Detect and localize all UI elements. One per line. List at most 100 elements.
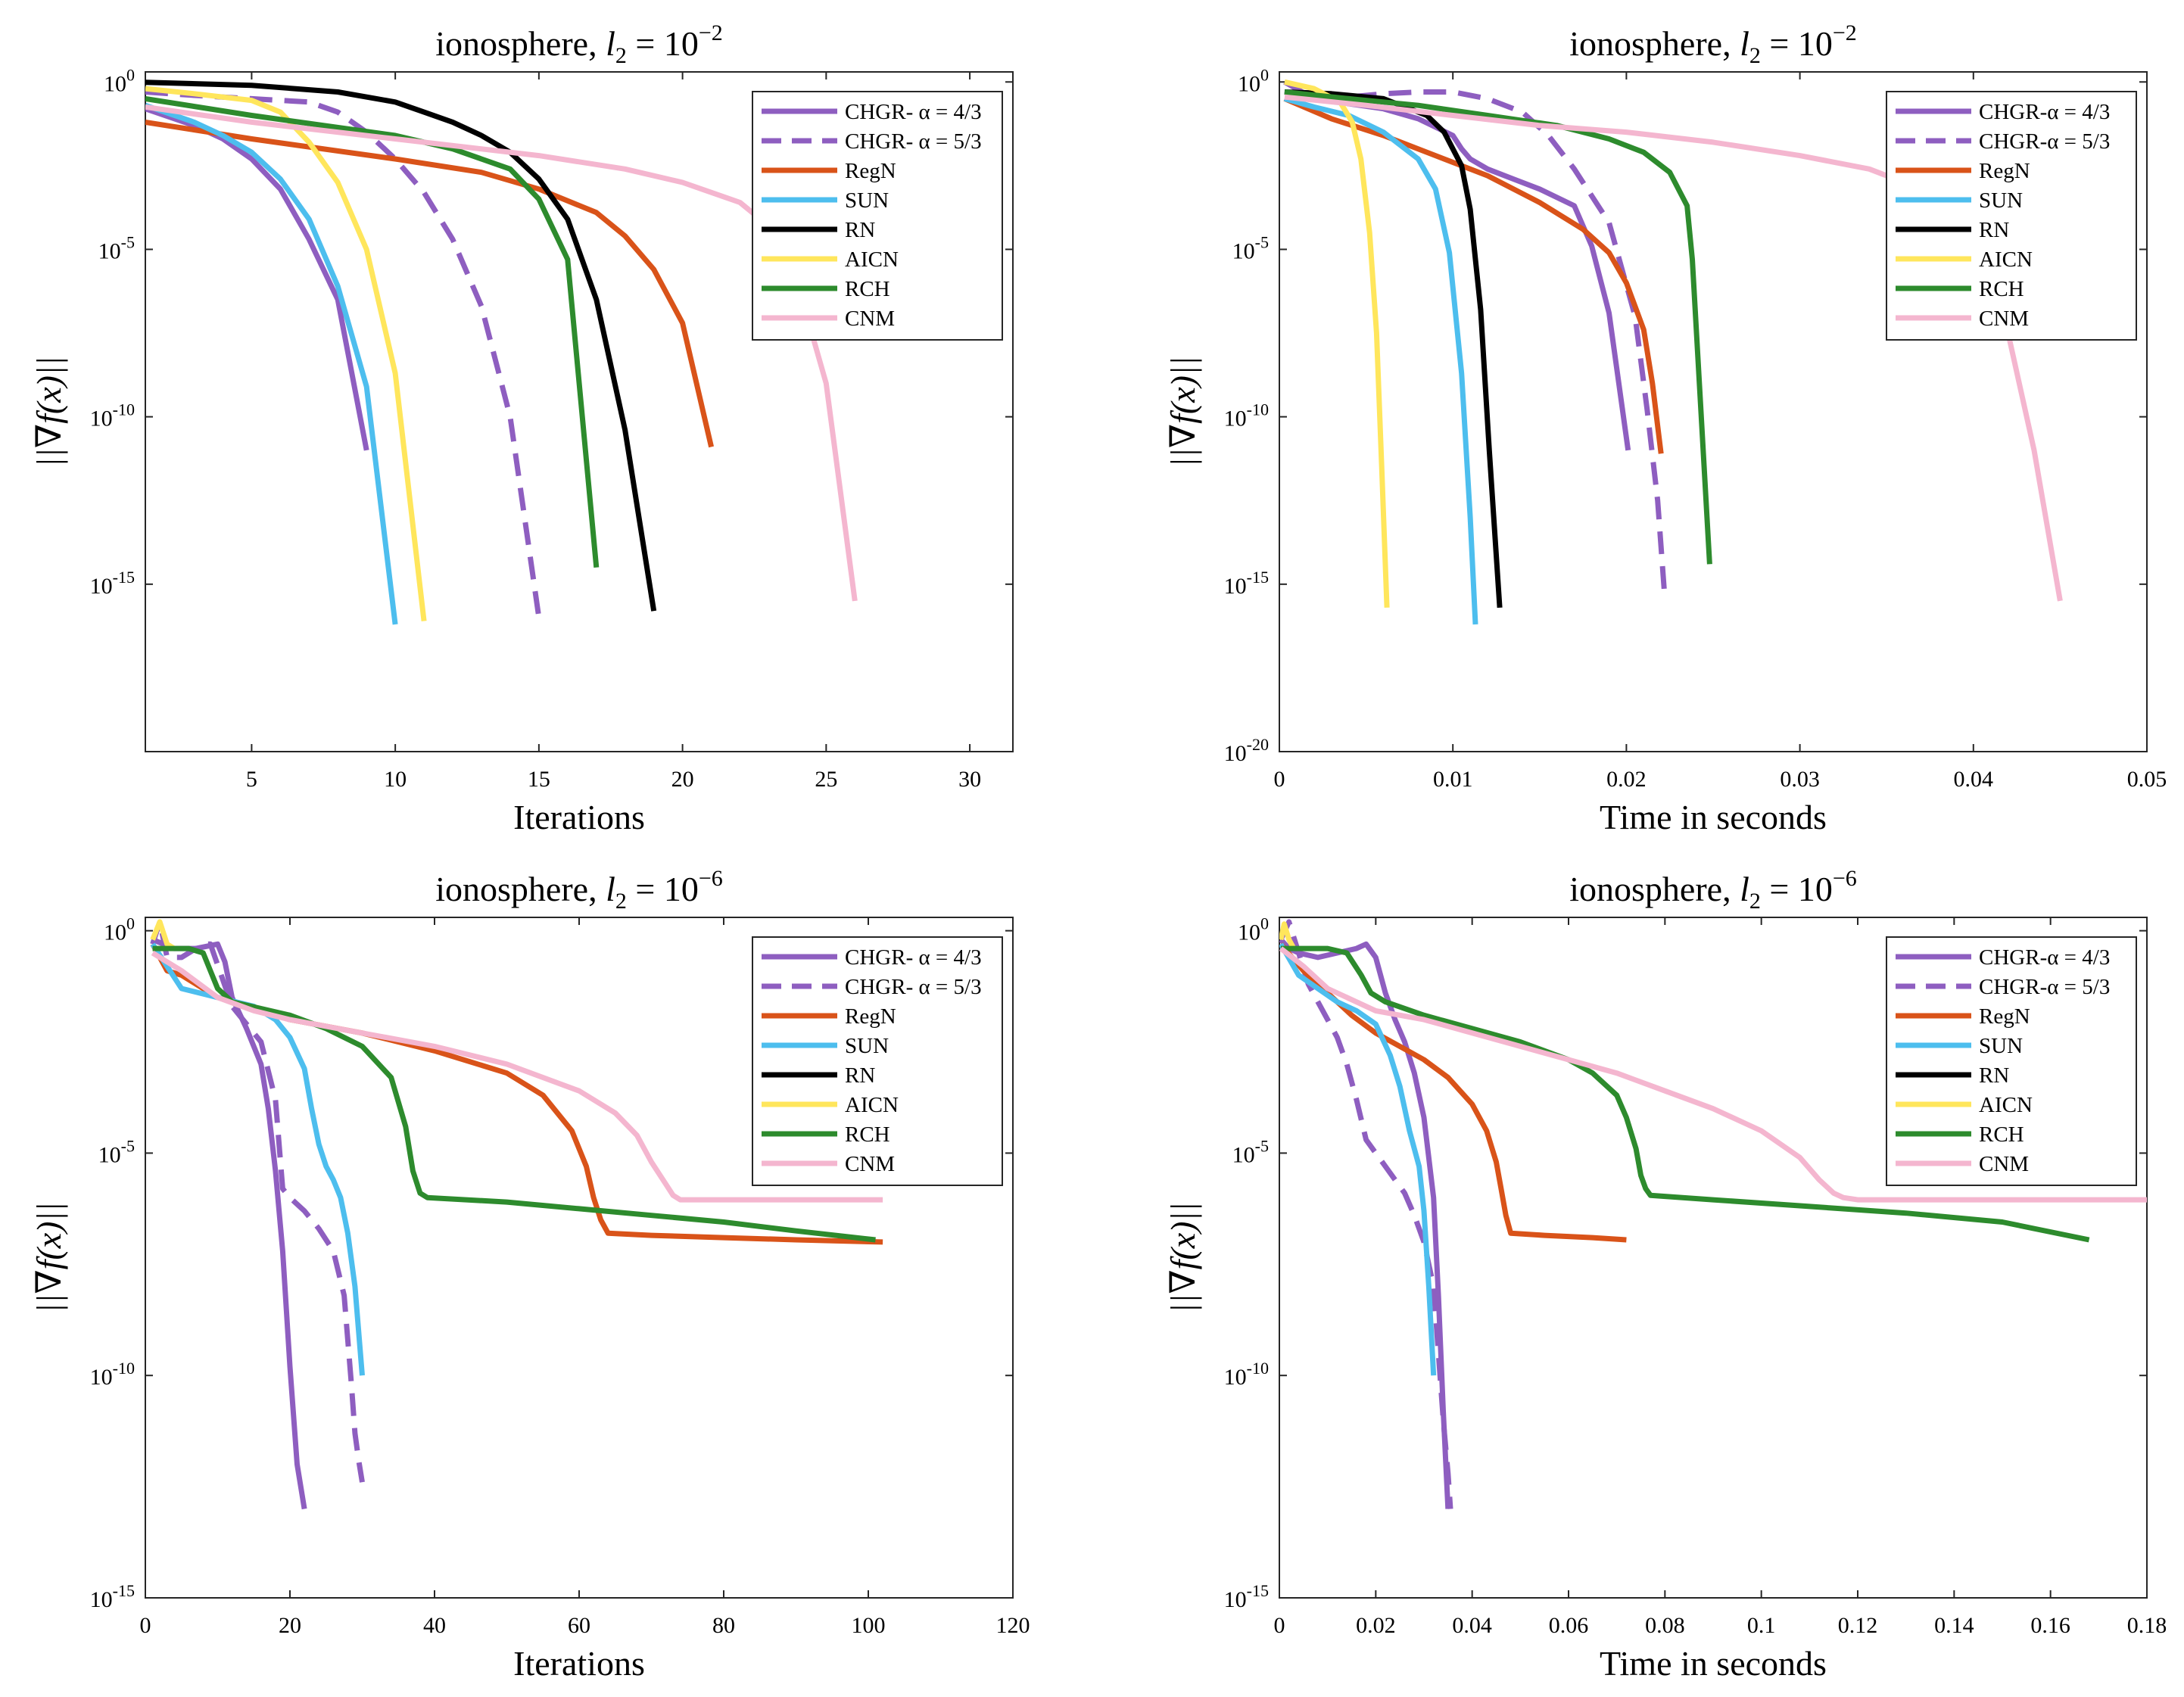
legend-box xyxy=(1886,91,2137,341)
y-tick-label: 10-5 xyxy=(98,1136,135,1167)
y-tick-label: 10-15 xyxy=(90,1581,135,1612)
x-tick-label: 0.14 xyxy=(1934,1613,1974,1638)
series-line-rn xyxy=(1284,89,1503,609)
series-line-sun xyxy=(145,102,398,625)
legend-box xyxy=(752,91,1003,341)
legend-box xyxy=(752,936,1003,1186)
legend-label: AICN xyxy=(845,1093,899,1117)
x-tick-label: 5 xyxy=(246,767,257,792)
legend-label: CNM xyxy=(845,307,895,331)
x-tick-label: 0.16 xyxy=(2030,1613,2070,1638)
x-tick-label: 0 xyxy=(140,1613,151,1638)
legend: CHGR-α = 4/3 CHGR-α = 5/3 RegN SUN RN AICN RCH… xyxy=(1886,936,2137,1186)
x-tick-label: 20 xyxy=(279,1613,301,1638)
chart-title: ionosphere, l2 = 10−2 xyxy=(435,20,723,68)
x-tick-label: 0.04 xyxy=(1954,767,1994,792)
x-tick-label: 0.08 xyxy=(1645,1613,1685,1638)
series-line-aicn xyxy=(1284,79,1390,608)
x-tick-label: 25 xyxy=(815,767,837,792)
series-line-aicn xyxy=(145,86,427,621)
x-tick-label: 0.03 xyxy=(1780,767,1820,792)
legend-label: RegN xyxy=(845,159,896,183)
legend-label: AICN xyxy=(845,248,899,272)
series-line-regn xyxy=(1283,96,1664,454)
series-line-regn xyxy=(145,119,715,448)
legend-label: RCH xyxy=(1979,277,2024,301)
y-axis-label: ||∇f(x)|| xyxy=(30,357,68,468)
series-line-sun xyxy=(1279,942,1437,1376)
legend-label: CHGR-α = 5/3 xyxy=(1979,975,2110,999)
x-tick-label: 60 xyxy=(568,1613,590,1638)
legend-label: CHGR- α = 4/3 xyxy=(845,100,982,124)
legend-label: RegN xyxy=(1979,159,2030,183)
legend-label: CHGR-α = 4/3 xyxy=(1979,100,2110,124)
series-group xyxy=(1279,919,2147,1509)
x-tick-label: 0 xyxy=(1274,1613,1285,1638)
y-tick-label: 10-10 xyxy=(1224,1359,1269,1390)
x-tick-label: 0.18 xyxy=(2127,1613,2167,1638)
x-tick-label: 0.06 xyxy=(1549,1613,1589,1638)
x-tick-label: 0.05 xyxy=(2127,767,2167,792)
y-axis-label: ||∇f(x)|| xyxy=(1164,357,1202,468)
chart-title: ionosphere, l2 = 10−6 xyxy=(1569,866,1857,914)
y-tick-label: 100 xyxy=(104,65,135,96)
legend-label: RCH xyxy=(845,277,890,301)
legend-box xyxy=(1886,936,2137,1186)
x-tick-label: 0.01 xyxy=(1433,767,1473,792)
chart-panel-4: 0 0.02 0.04 0.06 0.08 0.1 0.12 0.14 0.16 0.18 100 1… xyxy=(1164,866,2167,1683)
series-line-rch xyxy=(1284,89,1712,565)
series-group xyxy=(145,79,858,625)
y-tick-label: 100 xyxy=(1238,914,1269,945)
series-line-cnm xyxy=(1279,946,2147,1203)
legend-label: CNM xyxy=(845,1152,895,1176)
y-tick-label: 10-20 xyxy=(1224,735,1269,766)
x-tick-label: 80 xyxy=(712,1613,735,1638)
x-tick-label: 0.12 xyxy=(1838,1613,1878,1638)
legend-label: RegN xyxy=(1979,1004,2030,1029)
legend-label: RCH xyxy=(845,1123,890,1147)
x-tick-label: 0.04 xyxy=(1452,1613,1492,1638)
legend-label: RN xyxy=(1979,218,2009,242)
legend-label: CHGR- α = 4/3 xyxy=(845,945,982,970)
series-line-chgr-4-3 xyxy=(1279,938,1451,1509)
series-line-rn xyxy=(145,79,657,612)
legend-label: RN xyxy=(1979,1063,2009,1088)
x-tick-label: 0.02 xyxy=(1606,767,1647,792)
series-line-rch xyxy=(1280,945,2090,1243)
x-tick-label: 0 xyxy=(1274,767,1285,792)
legend-label: AICN xyxy=(1979,1093,2033,1117)
legend-label: CHGR- α = 5/3 xyxy=(845,129,982,154)
y-tick-label: 10-15 xyxy=(90,568,135,599)
y-axis-label: ||∇f(x)|| xyxy=(1164,1202,1202,1313)
legend-label: CHGR-α = 5/3 xyxy=(1979,129,2110,154)
legend-label: RCH xyxy=(1979,1123,2024,1147)
y-tick-label: 100 xyxy=(1238,65,1269,96)
series-line-rch xyxy=(152,945,876,1243)
series-line-aicn xyxy=(1279,921,1297,950)
series-line-chgr-5-3 xyxy=(145,89,542,618)
y-tick-label: 10-5 xyxy=(1232,232,1269,263)
x-axis-label: Iterations xyxy=(513,1644,645,1683)
x-tick-label: 120 xyxy=(996,1613,1030,1638)
legend: CHGR-α = 4/3 CHGR-α = 5/3 RegN SUN RN AICN RCH… xyxy=(1886,91,2137,341)
y-tick-label: 10-5 xyxy=(98,232,135,263)
legend-label: SUN xyxy=(1979,188,2023,213)
x-tick-label: 0.02 xyxy=(1356,1613,1396,1638)
legend: CHGR- α = 4/3 CHGR- α = 5/3 RegN SUN RN AICN R… xyxy=(752,936,1003,1186)
legend-label: CNM xyxy=(1979,307,2029,331)
series-line-chgr-5-3 xyxy=(1279,919,1453,1509)
x-tick-label: 10 xyxy=(384,767,407,792)
series-line-chgr-4-3 xyxy=(151,937,307,1510)
series-line-sun xyxy=(1283,96,1478,625)
chart-panel-1: 5 10 15 20 25 30 100 10-5 10-10 10-15 ionosphere, … xyxy=(30,20,1014,836)
legend-label: RegN xyxy=(845,1004,896,1029)
chart-panel-3: 0 20 40 60 80 100 120 100 10-5 10-10 10-15 ionosphe… xyxy=(30,866,1030,1683)
y-tick-label: 10-15 xyxy=(1224,568,1269,599)
x-tick-label: 20 xyxy=(671,767,694,792)
series-line-chgr-4-3 xyxy=(145,106,369,451)
y-tick-label: 10-10 xyxy=(90,400,135,431)
x-tick-label: 30 xyxy=(958,767,981,792)
chart-panel-2: 0 0.01 0.02 0.03 0.04 0.05 100 10-5 10-10 10-15 10… xyxy=(1164,20,2167,836)
series-group xyxy=(150,919,883,1510)
